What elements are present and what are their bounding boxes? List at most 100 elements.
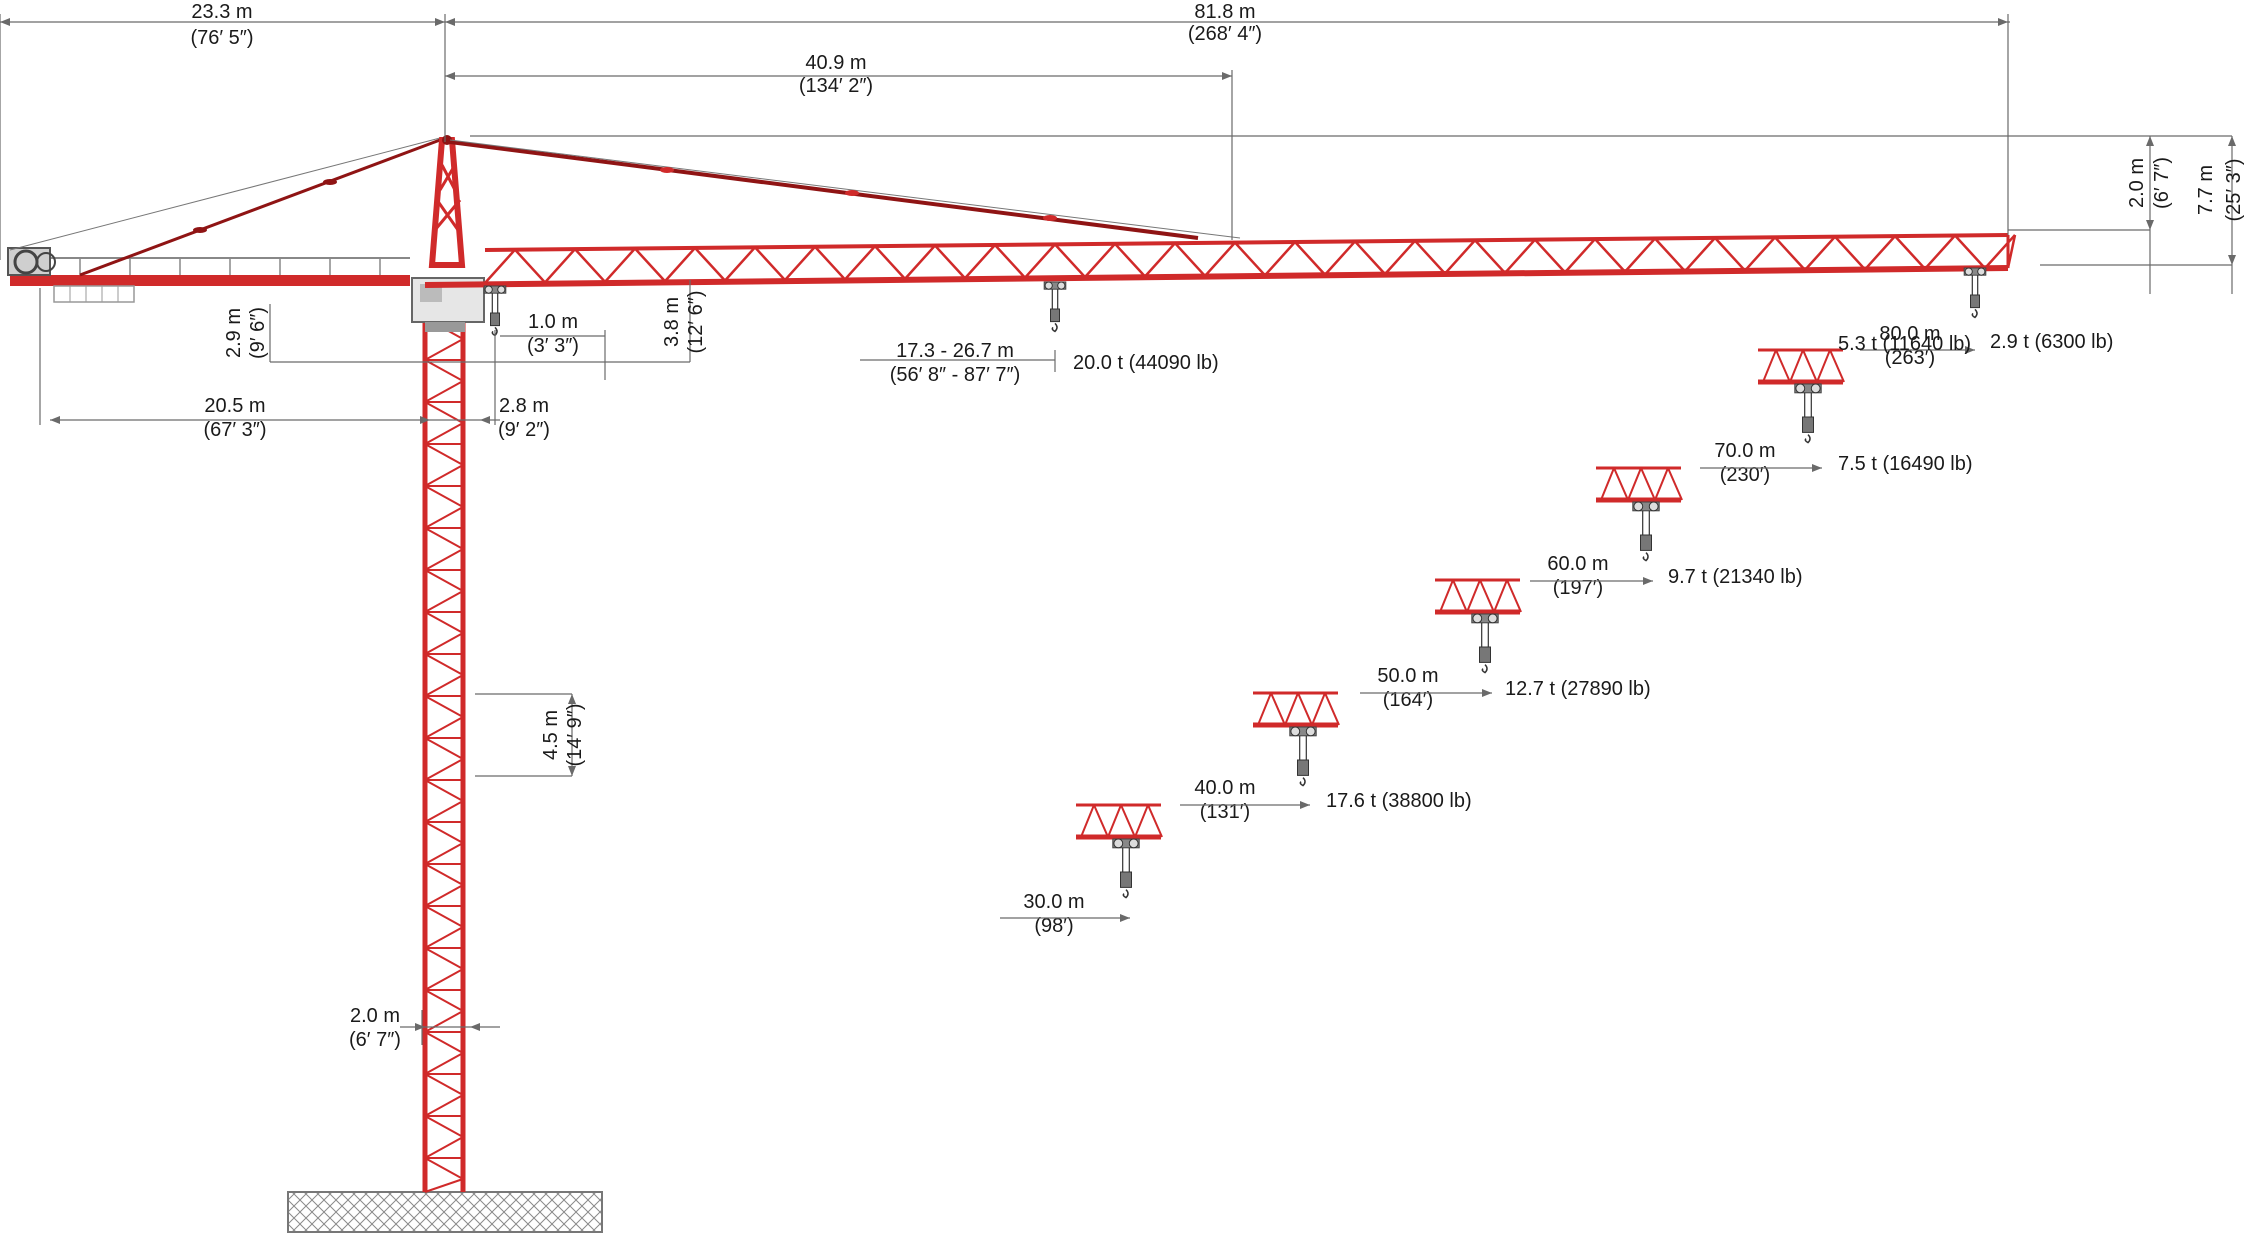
mast-width-imperial: (6′ 7″) — [349, 1029, 401, 1051]
mast-diagonal — [424, 779, 464, 802]
mast-diagonal — [424, 527, 464, 550]
jib-diagonal — [1834, 235, 1866, 271]
mast-width-metric: 2.0 m — [350, 1005, 400, 1027]
max-load-range-imperial: (56′ 8″ - 87′ 7″) — [890, 364, 1021, 386]
mast-diagonal — [424, 863, 464, 886]
jib-diagonal — [1474, 239, 1506, 274]
mast-diagonal — [424, 338, 464, 361]
max-load-range-metric: 17.3 - 26.7 m — [896, 340, 1014, 362]
jib-diagonal — [754, 246, 786, 281]
mast-diagonal — [424, 611, 464, 634]
jib-diagonal — [1204, 241, 1236, 277]
mast-diagonal — [424, 548, 464, 571]
mast-diagonal — [424, 674, 464, 697]
load-point-radius-metric: 60.0 m — [1547, 553, 1608, 575]
mini-jib — [1758, 348, 1845, 444]
mast-diagonal — [424, 485, 464, 508]
counterjib-drop-imperial: (9′ 6″) — [247, 307, 269, 359]
jib-diagonal — [484, 248, 516, 284]
hook-icon — [1963, 267, 1987, 319]
mast-diagonal — [424, 758, 464, 781]
jib-diagonal — [904, 244, 936, 280]
winch-icon — [7, 247, 56, 276]
jib-diagonal — [1714, 237, 1746, 272]
jib-head-drop-metric: 3.8 m — [661, 297, 683, 347]
jib-diagonal — [1024, 243, 1056, 279]
load-point-radius-imperial: (131′) — [1200, 801, 1250, 823]
min-hook-radius-metric: 1.0 m — [528, 311, 578, 333]
jib-diagonal — [724, 246, 756, 282]
jib-diagonal — [1744, 236, 1776, 272]
jib-diagonal — [1174, 242, 1206, 277]
tail-clearance-metric: 2.8 m — [499, 395, 549, 417]
load-point-radius-imperial: (230′) — [1720, 464, 1770, 486]
dimension-lines — [0, 14, 2233, 1045]
load-point-labels: 80.0 m(263′)5.3 t (11640 lb) 70.0 m(230′)… — [1000, 323, 1975, 937]
mast-diagonal — [424, 926, 464, 949]
counterweight-radius-metric: 20.5 m — [204, 395, 265, 417]
foundation — [287, 1191, 603, 1233]
load-point-capacity: 5.3 t (11640 lb) — [1838, 333, 1971, 355]
mast-diagonal — [424, 716, 464, 739]
mast-diagonal — [424, 422, 464, 445]
mast-diagonal — [424, 968, 464, 991]
hook-icon — [1289, 726, 1317, 787]
tie-bar-distance-metric: 40.9 m — [805, 52, 866, 74]
load-point: 40.0 m(131′) 17.6 t (38800 lb) — [1180, 777, 1472, 823]
mini-jib — [1076, 803, 1163, 899]
load-point-radius-imperial: (164′) — [1383, 689, 1433, 711]
jib-diagonal — [1294, 241, 1326, 276]
load-point-radius-metric: 70.0 m — [1714, 440, 1775, 462]
jib-diagonal — [964, 244, 996, 280]
mast-diagonal — [424, 1052, 464, 1075]
mast-diagonal — [424, 905, 464, 928]
load-point-capacity: 9.7 t (21340 lb) — [1668, 566, 1803, 588]
load-point-radius-imperial: (263′) — [1885, 347, 1935, 369]
jib-diagonal — [1894, 235, 1926, 270]
jib-top-chord — [484, 233, 2009, 252]
jib-diagonal — [1594, 238, 1626, 273]
jib-diagonal — [874, 245, 906, 280]
mast-diagonal — [424, 989, 464, 1012]
jib-diagonal — [1354, 240, 1386, 275]
dimension-arrows — [0, 18, 2236, 1031]
tip-height-metric: 7.7 m — [2195, 165, 2217, 215]
jib-diagonal — [574, 248, 606, 283]
mast-diagonal — [424, 1136, 464, 1159]
mast-diagonal — [424, 590, 464, 613]
jib-pendant — [449, 139, 1241, 240]
load-point-radius-metric: 30.0 m — [1023, 891, 1084, 913]
load-point-radius-metric: 80.0 m — [1879, 323, 1940, 345]
jib-diagonal — [934, 244, 966, 280]
mast-diagonal — [424, 506, 464, 529]
load-point-capacity: 12.7 t (27890 lb) — [1505, 678, 1651, 700]
mast-diagonal — [424, 842, 464, 865]
jib-diagonal — [1264, 241, 1296, 277]
tip-load-label: 2.9 t (6300 lb) — [1990, 331, 2113, 353]
mast-diagonal — [424, 359, 464, 382]
jib-diagonal — [1954, 234, 1986, 270]
tower-top — [428, 135, 466, 268]
counter-jib — [7, 137, 441, 303]
load-point: 70.0 m(230′) 7.5 t (16490 lb) — [1700, 440, 1973, 486]
mast-diagonal — [424, 653, 464, 676]
tip-height-imperial: (25′ 3″) — [2223, 158, 2245, 221]
jib-diagonal — [1924, 234, 1956, 270]
jib-diagonal — [1084, 242, 1116, 278]
mast-diagonal — [424, 380, 464, 403]
jib-diagonal — [1414, 239, 1446, 275]
mast-diagonal — [424, 1157, 464, 1180]
load-point-radius-imperial: (98′) — [1034, 915, 1073, 937]
hook-icon — [1043, 281, 1067, 333]
load-chart-mini-jibs — [1076, 348, 1845, 899]
counterweight-radius-imperial: (67′ 3″) — [203, 419, 266, 441]
hook-icon — [1632, 501, 1660, 562]
jib-diagonal — [1864, 235, 1896, 271]
tower-mast — [422, 317, 466, 1193]
mast-diagonal — [424, 1010, 464, 1033]
main-jib — [424, 233, 2017, 288]
jib-diagonal — [1114, 242, 1146, 278]
mast-diagonal — [424, 947, 464, 970]
